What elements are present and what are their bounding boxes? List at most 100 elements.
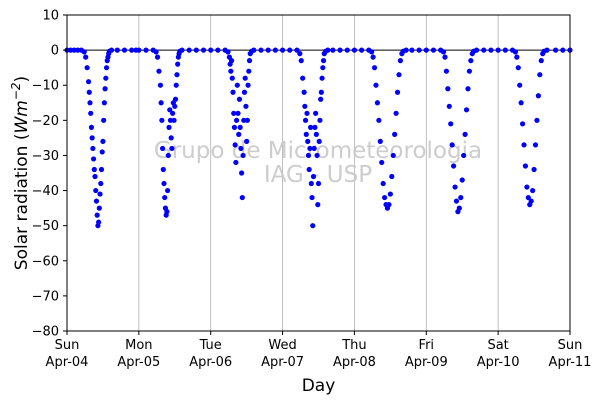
data-point: [242, 75, 248, 81]
data-point: [279, 47, 286, 53]
data-point: [67, 47, 74, 53]
data-point: [311, 145, 317, 152]
data-point: [161, 180, 167, 187]
data-point: [229, 75, 235, 81]
data-point: [537, 72, 543, 78]
data-point: [98, 180, 104, 187]
data-point: [208, 47, 214, 53]
data-point: [236, 96, 243, 102]
data-point: [302, 103, 308, 109]
data-point: [325, 47, 331, 53]
data-point: [305, 138, 311, 144]
data-point: [515, 65, 521, 71]
data-point: [330, 47, 336, 53]
data-point: [389, 173, 395, 180]
data-point: [502, 47, 508, 53]
data-point: [306, 166, 312, 173]
data-point: [129, 47, 135, 53]
y-axis-ticks: 10 0 −10 −20 −30 −40 −50 −60 −70 −80: [32, 9, 67, 340]
data-point: [75, 47, 81, 53]
x-axis-ticks: Sun Apr-04 Mon Apr-05 Tue Apr-06 Wed Apr-07 Thu A…: [46, 331, 591, 370]
data-point: [430, 47, 437, 53]
data-point: [243, 103, 249, 109]
data-point: [96, 219, 102, 225]
data-point: [160, 166, 166, 173]
data-point: [265, 47, 271, 53]
data-point: [166, 124, 172, 130]
data-point: [530, 187, 536, 194]
data-point: [236, 131, 242, 137]
data-point: [316, 138, 322, 144]
data-point: [314, 152, 320, 159]
data-point: [382, 194, 388, 201]
data-point: [519, 121, 526, 127]
data-point: [528, 198, 534, 204]
data-point: [309, 194, 315, 201]
data-point: [394, 89, 401, 95]
data-point: [136, 47, 142, 53]
data-point: [313, 131, 319, 137]
data-point: [156, 68, 162, 74]
data-point: [154, 54, 161, 60]
data-point: [233, 159, 239, 166]
x-axis-title: Day: [302, 376, 336, 396]
x-tick-label-day: Fri: [419, 338, 435, 353]
data-point: [93, 198, 100, 204]
data-point: [246, 58, 253, 64]
data-point: [300, 75, 306, 81]
data-point: [193, 47, 199, 53]
data-point: [87, 100, 93, 106]
data-point: [241, 117, 247, 123]
data-point: [232, 142, 238, 148]
data-point: [386, 202, 392, 208]
data-point: [403, 47, 409, 53]
data-point: [307, 145, 313, 152]
data-point: [121, 47, 128, 53]
data-point: [387, 191, 393, 197]
data-point: [88, 110, 94, 116]
data-point: [371, 65, 378, 71]
x-tick-label-date: Apr-05: [117, 355, 160, 370]
y-tick-label: −60: [32, 254, 59, 269]
data-point: [377, 138, 383, 144]
data-point: [245, 82, 251, 88]
data-point: [162, 194, 168, 201]
x-tick-label-day: Thu: [341, 338, 366, 353]
data-point: [99, 149, 105, 155]
data-point: [302, 117, 309, 123]
data-point: [215, 47, 221, 53]
data-point: [514, 54, 520, 60]
x-tick-label-day: Mon: [125, 338, 152, 353]
data-points-layer: [64, 47, 573, 229]
data-point: [512, 49, 518, 55]
data-point: [522, 163, 529, 169]
data-point: [517, 82, 523, 88]
x-tick-label-day: Tue: [199, 338, 222, 353]
data-point: [244, 138, 250, 144]
data-point: [92, 173, 98, 180]
y-axis-title: Solar radiation (Wm−2): [9, 76, 32, 270]
data-point: [165, 152, 171, 159]
data-point: [298, 58, 304, 64]
data-point: [241, 89, 248, 95]
data-point: [524, 184, 530, 190]
y-tick-label: −20: [32, 114, 59, 129]
data-point: [97, 191, 103, 197]
data-point: [445, 86, 451, 92]
data-point: [535, 93, 541, 99]
data-point: [159, 117, 165, 123]
data-point: [168, 135, 174, 141]
x-tick-label-day: Sun: [558, 338, 583, 353]
data-point: [258, 47, 264, 53]
x-tick-label-date: Apr-08: [333, 355, 376, 370]
data-point: [164, 209, 170, 215]
data-point: [186, 47, 192, 53]
data-point: [103, 75, 109, 81]
data-point: [240, 152, 246, 159]
data-point: [165, 187, 171, 194]
data-point: [453, 198, 460, 204]
data-point: [294, 47, 300, 53]
data-point: [239, 170, 245, 176]
data-point: [231, 124, 238, 130]
